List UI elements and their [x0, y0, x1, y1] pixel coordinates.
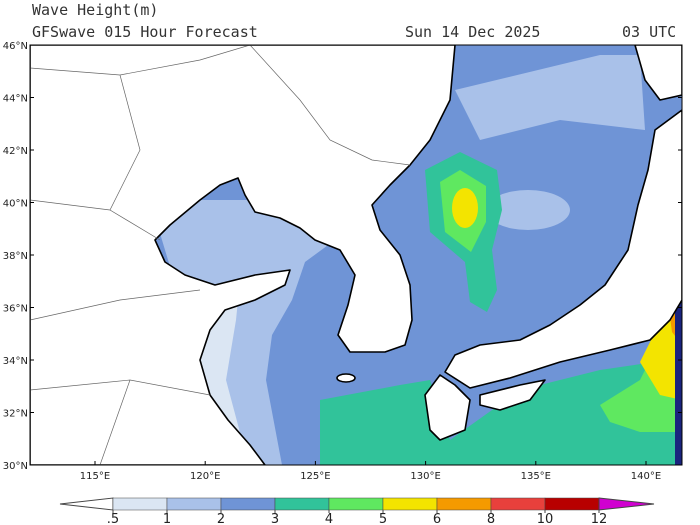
honshu — [444, 109, 682, 389]
time: 03 UTC — [622, 23, 676, 41]
colorbar-segment — [166, 497, 222, 511]
colorbar-under — [59, 497, 114, 511]
wave-area — [455, 55, 645, 140]
colorbar-label: 8 — [487, 512, 495, 525]
colorbar-label: 1 — [163, 512, 171, 525]
lon-label: 130°E — [410, 471, 440, 482]
lat-label: 40°N — [3, 199, 28, 210]
lon-label: 135°E — [521, 471, 551, 482]
shikoku — [479, 379, 546, 411]
borders — [30, 45, 411, 465]
lat-label: 42°N — [3, 146, 28, 157]
wave-area — [486, 190, 570, 230]
wave-area — [452, 188, 478, 228]
lat-label: 46°N — [3, 41, 28, 52]
lat-label: 44°N — [3, 94, 28, 105]
lat-label: 30°N — [3, 461, 28, 472]
colorbar-over — [598, 497, 655, 511]
colorbar-label: 5 — [379, 512, 387, 525]
lat-label: 32°N — [3, 409, 28, 420]
colorbar-segment — [490, 497, 546, 511]
map — [29, 44, 683, 466]
wave-area — [320, 358, 682, 465]
colorbar-segment — [328, 497, 384, 511]
lon-label: 120°E — [190, 471, 220, 482]
colorbar-label: 12 — [591, 512, 608, 525]
lon-label: 140°E — [631, 471, 661, 482]
lon-label: 125°E — [300, 471, 330, 482]
colorbar-label: .5 — [107, 512, 119, 525]
colorbar-segment — [436, 497, 492, 511]
hokkaido — [634, 45, 682, 101]
colorbar-label: 6 — [433, 512, 441, 525]
colorbar-segment — [544, 497, 600, 511]
colorbar-segment — [382, 497, 438, 511]
mainland — [30, 45, 456, 465]
jeju — [336, 373, 356, 383]
colorbar-segment — [274, 497, 330, 511]
kyushu — [424, 374, 471, 441]
date: Sun 14 Dec 2025 — [405, 23, 540, 41]
colorbar-segment — [220, 497, 276, 511]
lat-label: 38°N — [3, 251, 28, 262]
title: Wave Height(m) — [32, 1, 158, 19]
lon-label: 115°E — [80, 471, 110, 482]
lat-label: 36°N — [3, 304, 28, 315]
colorbar-label: 2 — [217, 512, 225, 525]
lat-label: 34°N — [3, 356, 28, 367]
subtitle: GFSwave 015 Hour Forecast — [32, 23, 258, 41]
colorbar-label: 10 — [537, 512, 554, 525]
colorbar-label: 3 — [271, 512, 279, 525]
wave-area — [600, 300, 682, 432]
colorbar-segment — [112, 497, 168, 511]
colorbar-label: 4 — [325, 512, 333, 525]
